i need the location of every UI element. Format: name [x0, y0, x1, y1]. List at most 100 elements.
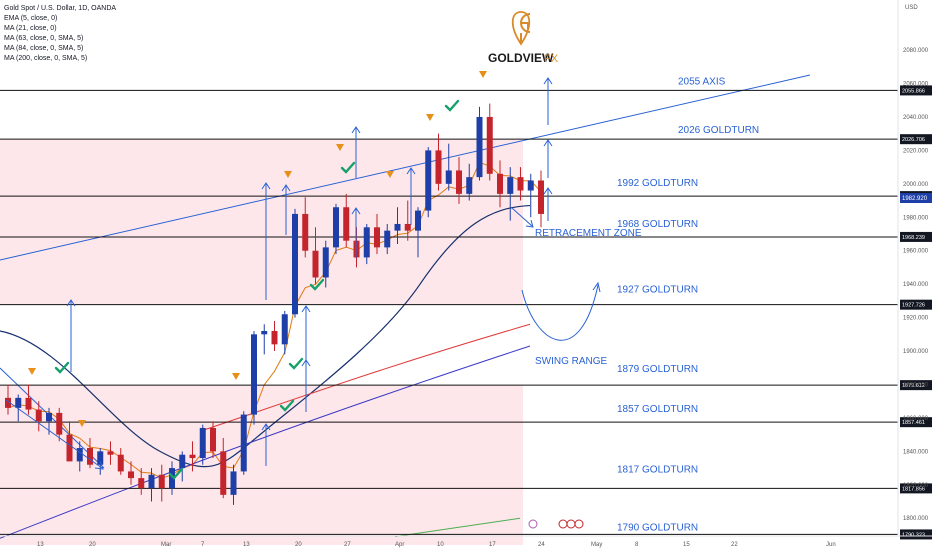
arrow-head [543, 139, 553, 147]
up-arrow [543, 139, 553, 178]
bull-candle [333, 203, 339, 255]
up-arrow [66, 299, 76, 372]
ma21-line [0, 204, 531, 468]
triangle-marker-icon [284, 171, 292, 178]
arrow-head [543, 77, 553, 85]
level-price-tag [900, 85, 932, 96]
candle-body [507, 177, 514, 194]
date-tick-label: 24 [538, 542, 545, 548]
candle-body [220, 451, 227, 495]
bear-candle [158, 464, 165, 502]
up-arrow [351, 126, 361, 178]
triangle-marker-icon [78, 420, 86, 427]
candle-body [169, 468, 175, 489]
candle-body [343, 207, 350, 241]
candle-body [56, 412, 63, 435]
date-tick-label: 13 [37, 542, 44, 548]
trendline [0, 74, 811, 261]
bull-candle [292, 208, 298, 318]
price-tick-label: 2040.000 [903, 115, 929, 121]
level-name-label: 2055 AXIS [678, 76, 726, 87]
bull-candle [415, 207, 421, 258]
level-name-label: 1968 GOLDTURN [617, 219, 698, 230]
bear-candle [343, 193, 350, 248]
candle-body [466, 177, 473, 194]
date-tick-label: 20 [295, 542, 302, 548]
legend-line-5: MA (200, close, 0, SMA, 5) [4, 55, 87, 62]
flag-event-icon-3[interactable] [574, 519, 584, 529]
flag-event-icon-2[interactable] [566, 519, 576, 529]
bear-candle [435, 133, 442, 191]
bear-candle [271, 320, 278, 352]
bull-candle [384, 223, 391, 255]
candle-body [415, 210, 421, 231]
bear-candle [486, 103, 493, 181]
legend-title: Gold Spot / U.S. Dollar, 1D, OANDA [4, 5, 116, 12]
triangle-marker-icon [336, 144, 344, 151]
swing-curve-arrowhead [592, 281, 601, 293]
arrow-head [301, 305, 311, 313]
bull-candle [76, 441, 83, 472]
bull-candle [230, 464, 237, 505]
moving-averages [0, 161, 542, 539]
candle-body [15, 397, 22, 408]
bull-candle [261, 324, 268, 355]
arrow-head [66, 299, 76, 307]
bull-candle [148, 468, 155, 502]
price-tick-label: 1800.000 [903, 516, 929, 522]
candle-body [97, 451, 104, 465]
candle-body [322, 247, 329, 278]
ma84-line [0, 345, 531, 539]
signal-markers [28, 71, 487, 480]
bear-candle [117, 448, 124, 475]
bear-candle [35, 401, 42, 432]
support-zone [0, 385, 523, 545]
price-tick-label: 2060.000 [903, 82, 929, 88]
ema5-line [7, 161, 542, 479]
candle-body [527, 180, 534, 191]
bull-candle [169, 461, 175, 495]
level-price-value: 1790.323 [902, 532, 925, 538]
candle-body [107, 451, 114, 455]
candle-body [486, 116, 493, 174]
bull-candle [507, 167, 514, 221]
candle-body [179, 454, 186, 469]
candle-body [117, 454, 124, 472]
date-tick-label: Mar [161, 542, 171, 548]
bull-candle [251, 330, 257, 425]
date-tick-label: 15 [683, 542, 690, 548]
arrow-head [543, 187, 553, 195]
date-tick-label: 7 [201, 542, 205, 548]
level-price-tag [900, 134, 932, 145]
triangle-marker-icon [479, 71, 487, 78]
bull-candle [527, 173, 534, 218]
resistance-zone [0, 139, 523, 305]
candle-body [404, 223, 411, 231]
candle-body [25, 397, 32, 410]
date-axis[interactable]: 13 20 Mar 7 13 20 27 Apr 10 17 24 May 8 15 22 Jun [0, 535, 932, 548]
bear-candle [497, 160, 503, 208]
event-icons[interactable] [528, 519, 584, 529]
price-tick-label: 1880.000 [903, 382, 929, 388]
flash-event-icon[interactable] [528, 519, 538, 529]
bull-candle [363, 223, 370, 265]
bull-candle [281, 310, 288, 355]
flag-event-icon-1[interactable] [558, 519, 568, 529]
price-tick-label: 2020.000 [903, 148, 929, 154]
up-arrow [351, 207, 361, 258]
level-price-value: 2055.866 [902, 88, 925, 94]
legend-line-3: MA (63, close, 0, SMA, 5) [4, 35, 83, 42]
down-arrow-shaft [5, 399, 103, 469]
level-name-label: 1790 GOLDTURN [617, 522, 698, 533]
candle-body [240, 414, 247, 472]
level-name-label: 1857 GOLDTURN [617, 404, 698, 415]
level-price-tag [900, 299, 932, 310]
retracement-arrow [511, 207, 533, 227]
candle-body [384, 230, 391, 248]
price-axis[interactable]: 2080.000 2060.000 2040.000 2020.000 2000.000… [897, 0, 929, 535]
bull-candle [322, 240, 329, 288]
bull-candle [15, 394, 22, 422]
bull-candle [445, 143, 452, 191]
